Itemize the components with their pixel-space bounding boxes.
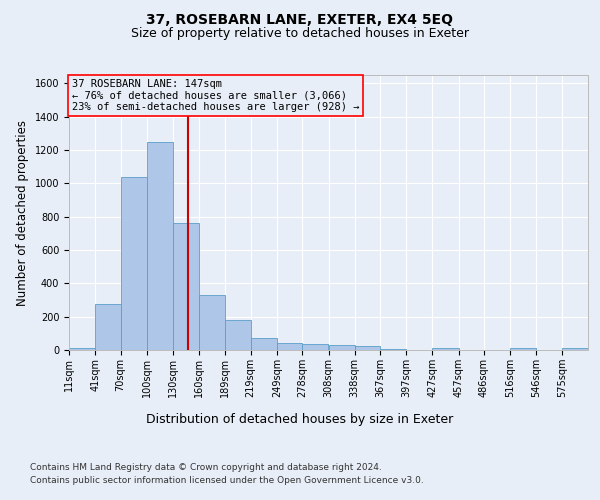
Text: Size of property relative to detached houses in Exeter: Size of property relative to detached ho… xyxy=(131,28,469,40)
Bar xyxy=(69,348,95,350)
Bar xyxy=(380,348,406,350)
Bar xyxy=(562,348,588,350)
Bar xyxy=(199,295,224,350)
Bar xyxy=(302,344,329,350)
Text: Contains public sector information licensed under the Open Government Licence v3: Contains public sector information licen… xyxy=(30,476,424,485)
Text: 37 ROSEBARN LANE: 147sqm
← 76% of detached houses are smaller (3,066)
23% of sem: 37 ROSEBARN LANE: 147sqm ← 76% of detach… xyxy=(71,79,359,112)
Bar xyxy=(433,348,458,350)
Bar xyxy=(121,176,147,350)
Bar xyxy=(147,142,173,350)
Bar xyxy=(510,348,536,350)
Bar xyxy=(173,224,199,350)
Text: Distribution of detached houses by size in Exeter: Distribution of detached houses by size … xyxy=(146,412,454,426)
Bar xyxy=(224,320,251,350)
Bar xyxy=(251,338,277,350)
Text: Contains HM Land Registry data © Crown copyright and database right 2024.: Contains HM Land Registry data © Crown c… xyxy=(30,462,382,471)
Bar xyxy=(355,346,380,350)
Bar xyxy=(329,346,355,350)
Bar xyxy=(95,304,121,350)
Text: 37, ROSEBARN LANE, EXETER, EX4 5EQ: 37, ROSEBARN LANE, EXETER, EX4 5EQ xyxy=(146,12,454,26)
Bar xyxy=(277,342,302,350)
Y-axis label: Number of detached properties: Number of detached properties xyxy=(16,120,29,306)
